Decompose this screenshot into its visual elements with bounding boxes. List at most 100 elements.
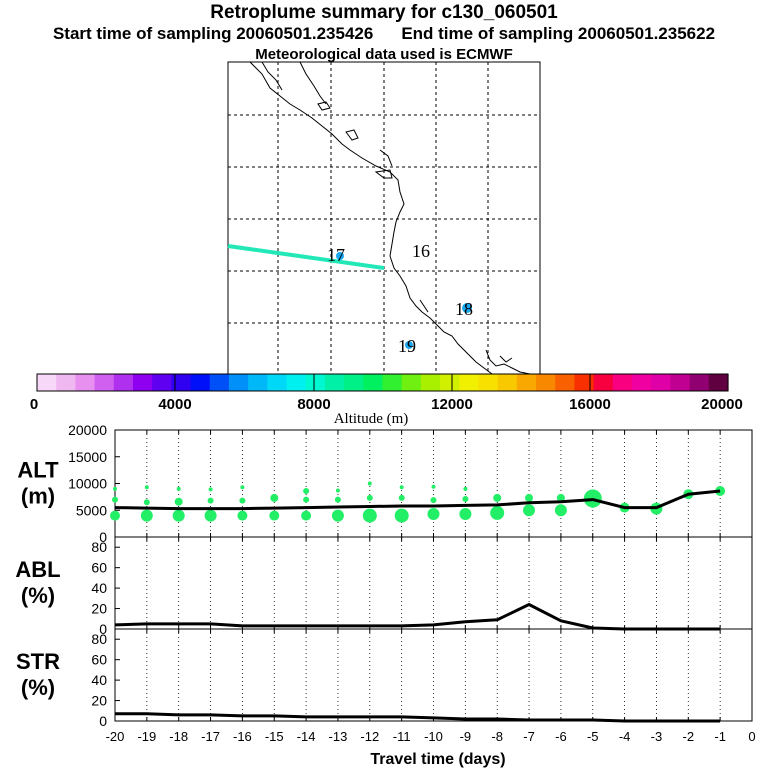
scatter-point bbox=[239, 497, 246, 504]
scatter-point bbox=[334, 496, 341, 503]
y-tick-label: 0 bbox=[99, 713, 107, 729]
chart-title: Retroplume summary for c130_060501 bbox=[210, 2, 558, 23]
y-tick-label: 20000 bbox=[68, 422, 107, 438]
colorbar-swatch bbox=[708, 374, 729, 391]
colorbar-swatch bbox=[94, 374, 115, 391]
x-tick-label: -8 bbox=[491, 729, 503, 744]
scatter-point bbox=[144, 485, 149, 490]
scatter-point bbox=[430, 497, 437, 504]
colorbar-tick-label: 20000 bbox=[701, 396, 743, 413]
colorbar-tick-label: 4000 bbox=[158, 396, 191, 413]
colorbar-swatch bbox=[555, 374, 576, 391]
scatter-point bbox=[270, 493, 279, 502]
series-line bbox=[115, 712, 721, 723]
x-tick-label: -19 bbox=[137, 729, 156, 744]
colorbar-swatch bbox=[305, 374, 326, 391]
scatter-point bbox=[398, 494, 405, 501]
colorbar-swatch bbox=[420, 374, 441, 391]
x-tick-label: -7 bbox=[523, 729, 535, 744]
scatter-point bbox=[459, 508, 472, 520]
colorbar-tick-label: 0 bbox=[30, 396, 38, 413]
x-tick-label: -14 bbox=[297, 729, 316, 744]
y-tick-label: 20 bbox=[91, 601, 107, 617]
colorbar-swatch bbox=[75, 374, 96, 391]
y-tick-label: 40 bbox=[91, 580, 107, 596]
colorbar-swatch bbox=[190, 374, 211, 391]
colorbar-swatch bbox=[689, 374, 710, 391]
altitude-colorbar: 0 4000 8000 12000 16000 20000 Altitude (… bbox=[30, 373, 743, 427]
day-label-19: 19 bbox=[398, 336, 416, 356]
colorbar-tick-label: 8000 bbox=[297, 396, 330, 413]
x-tick-label: -3 bbox=[651, 729, 663, 744]
colorbar-swatch bbox=[363, 374, 384, 391]
y-tick-label: 10000 bbox=[68, 476, 107, 492]
colorbar-swatch bbox=[536, 374, 556, 391]
scatter-point bbox=[463, 486, 468, 491]
scatter-point bbox=[140, 509, 153, 522]
scatter-point bbox=[110, 510, 120, 521]
scatter-point bbox=[240, 485, 245, 490]
scatter-point bbox=[362, 508, 377, 523]
scatter-point bbox=[303, 496, 310, 503]
day-label-16: 16 bbox=[412, 241, 430, 261]
colorbar-swatch bbox=[459, 374, 480, 391]
colorbar-swatch bbox=[401, 374, 422, 391]
scatter-point bbox=[172, 509, 185, 522]
x-tick-label: -13 bbox=[329, 729, 348, 744]
panel-title: ALT bbox=[17, 458, 59, 483]
panel-unit-label: (%) bbox=[21, 583, 55, 608]
x-tick-label: -16 bbox=[233, 729, 252, 744]
scatter-point bbox=[462, 496, 469, 502]
colorbar-swatch bbox=[593, 374, 614, 391]
scatter-point bbox=[366, 494, 373, 501]
scatter-point bbox=[427, 508, 440, 520]
colorbar-swatch bbox=[286, 374, 307, 391]
scatter-point bbox=[208, 487, 213, 492]
y-tick-label: 0 bbox=[99, 621, 107, 637]
panel-alt: 0 5000 10000 15000 20000 ALT(m) bbox=[17, 422, 753, 545]
scatter-point bbox=[269, 510, 280, 521]
y-tick-label: 60 bbox=[91, 560, 107, 576]
y-tick-label: 15000 bbox=[68, 449, 107, 465]
colorbar-swatch bbox=[382, 374, 403, 391]
y-tick-label: 0 bbox=[99, 529, 107, 545]
x-tick-label: -2 bbox=[683, 729, 695, 744]
scatter-point bbox=[523, 504, 535, 517]
panel-title: STR bbox=[16, 649, 60, 674]
scatter-point bbox=[525, 493, 533, 502]
scatter-point bbox=[176, 486, 181, 491]
colorbar-tick-label: 16000 bbox=[569, 396, 611, 413]
time-series-panels: 05000100001500020000ALT(m)020406080ABL(%… bbox=[15, 422, 755, 768]
x-tick-label: 0 bbox=[748, 729, 755, 744]
colorbar-swatch bbox=[209, 374, 230, 391]
x-tick-label: -4 bbox=[619, 729, 631, 744]
colorbar-swatch bbox=[516, 374, 537, 391]
scatter-point bbox=[113, 486, 117, 491]
scatter-point bbox=[335, 488, 340, 493]
scatter-point bbox=[207, 497, 214, 504]
scatter-point bbox=[204, 509, 217, 522]
scatter-point bbox=[399, 485, 404, 490]
y-tick-label: 40 bbox=[91, 672, 107, 688]
panel-frame bbox=[114, 536, 753, 630]
scatter-point bbox=[331, 509, 344, 522]
plume-marker-day-18 bbox=[462, 303, 472, 313]
colorbar-title: Altitude (m) bbox=[334, 411, 409, 427]
colorbar-frame bbox=[36, 373, 729, 392]
scatter-point bbox=[237, 510, 248, 521]
colorbar-swatch bbox=[132, 374, 153, 391]
colorbar-swatch bbox=[267, 374, 288, 391]
scatter-point bbox=[556, 493, 565, 502]
colorbar-swatch bbox=[670, 374, 691, 391]
colorbar-swatch bbox=[248, 374, 268, 391]
y-tick-label: 60 bbox=[91, 652, 107, 668]
scatter-point bbox=[394, 508, 409, 523]
colorbar-swatch bbox=[171, 374, 192, 391]
panel-unit-label: (m) bbox=[21, 484, 55, 509]
x-tick-label: -12 bbox=[360, 729, 379, 744]
x-tick-label: -18 bbox=[169, 729, 188, 744]
plume-marker-day-19 bbox=[405, 341, 413, 349]
plume-marker-day-17 bbox=[336, 252, 344, 260]
